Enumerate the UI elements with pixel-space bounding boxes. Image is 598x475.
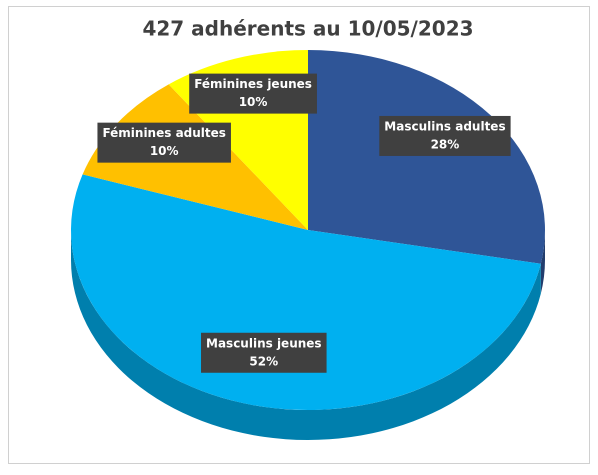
- data-label-box: [379, 115, 511, 156]
- data-label-name: Masculins jeunes: [206, 336, 322, 350]
- data-label: Masculins adultes 28%: [379, 115, 511, 156]
- data-label-value: 52%: [249, 354, 278, 368]
- data-label-value: 10%: [239, 95, 268, 109]
- data-label: Masculins jeunes 52%: [201, 332, 327, 373]
- data-label: Féminines adultes 10%: [97, 122, 231, 163]
- slice: [70, 174, 541, 411]
- data-label: Féminines jeunes 10%: [189, 73, 317, 114]
- slice: [308, 50, 545, 264]
- slice-side: [540, 230, 545, 294]
- data-label-name: Féminines jeunes: [194, 77, 312, 91]
- data-label-value: 28%: [431, 137, 460, 151]
- data-label-name: Féminines adultes: [102, 126, 226, 140]
- data-label-value: 10%: [150, 144, 179, 158]
- data-label-name: Masculins adultes: [384, 119, 505, 133]
- data-label-box: [189, 73, 317, 114]
- slice-side: [71, 230, 541, 440]
- chart-title: 427 adhérents au 10/05/2023: [142, 17, 473, 41]
- data-label-box: [97, 122, 231, 163]
- data-label-box: [201, 332, 327, 373]
